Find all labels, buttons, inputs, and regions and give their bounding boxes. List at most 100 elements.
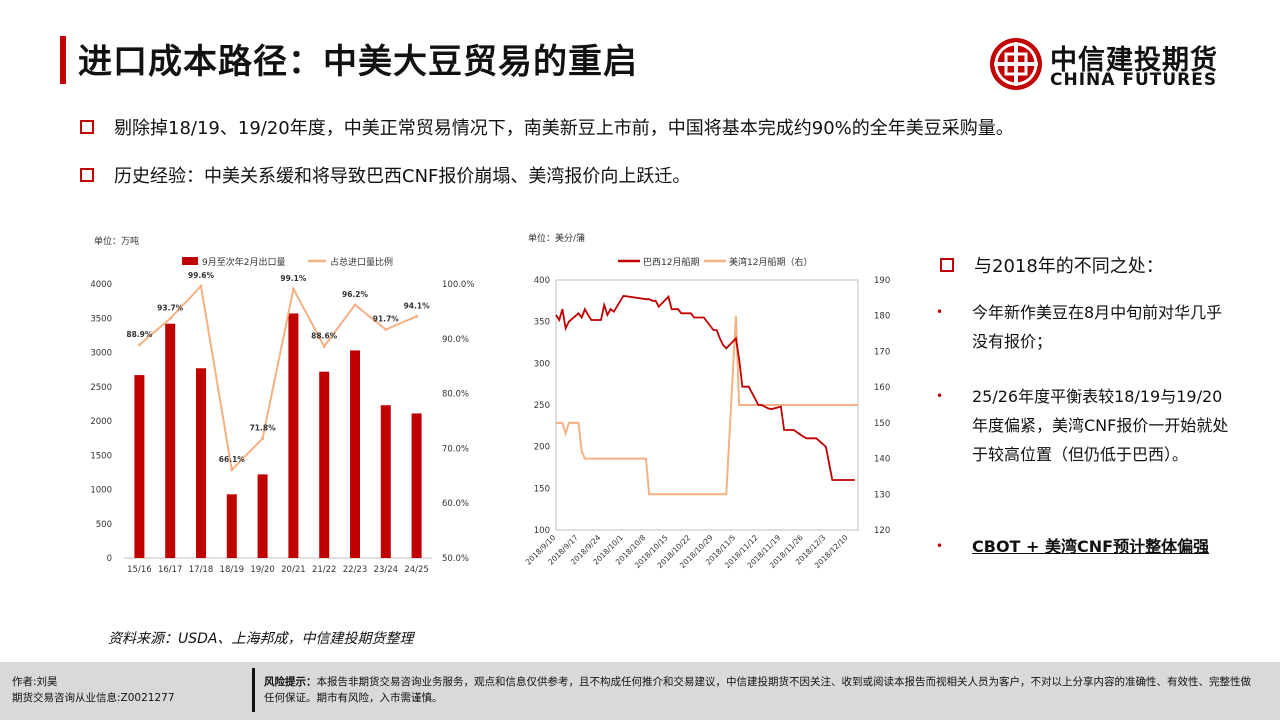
y-tick-label: 250 xyxy=(534,401,550,411)
dot-bullet-icon: • xyxy=(936,305,944,319)
y2-tick-label: 190 xyxy=(874,276,890,286)
square-bullet-icon xyxy=(80,120,94,134)
legend-bar-label: 9月至次年2月出口量 xyxy=(202,256,285,268)
x-tick-label: 15/16 xyxy=(127,565,151,575)
china-futures-logo-icon xyxy=(990,38,1042,90)
ratio-point xyxy=(353,303,357,307)
ratio-line xyxy=(138,284,417,472)
bar xyxy=(196,368,206,558)
y2-tick-label: 90.0% xyxy=(442,335,469,345)
ratio-point xyxy=(199,284,203,288)
risk-text: 本报告非期货交易咨询业务服务，观点和信息仅供参考，且不构成任何推介和交易建议，中… xyxy=(264,676,1251,704)
x-tick-label: 22/23 xyxy=(343,565,368,575)
author-name: 作者:刘昊 xyxy=(12,676,58,688)
y-tick-label: 1500 xyxy=(90,451,112,461)
y-tick-label: 100 xyxy=(534,526,550,536)
y2-tick-label: 140 xyxy=(874,455,890,465)
ratio-point xyxy=(137,343,141,347)
bar xyxy=(134,375,145,558)
bullet-2: 历史经验：中美关系缓和将导致巴西CNF报价崩塌、美湾报价向上跃迁。 xyxy=(80,162,690,188)
bar xyxy=(380,405,391,558)
y-tick-label: 400 xyxy=(534,276,550,286)
legend-usgulf-label: 美湾12月船期（右） xyxy=(729,256,812,268)
x-tick-label: 24/25 xyxy=(404,565,429,575)
ratio-point xyxy=(230,468,234,472)
license-number: 期货交易咨询从业信息:Z0021277 xyxy=(12,692,175,704)
data-source-note: 资料来源：USDA、上海邦成，中信建投期货整理 xyxy=(108,631,414,647)
bar xyxy=(165,323,176,558)
ratio-point xyxy=(291,287,295,291)
x-tick-label: 21/22 xyxy=(312,565,337,575)
y2-tick-label: 100.0% xyxy=(442,280,474,290)
bar xyxy=(257,474,268,558)
x-tick-label: 23/24 xyxy=(374,565,399,575)
dot-bullet-icon: • xyxy=(936,539,944,553)
difference-item-1-text: 今年新作美豆在8月中旬前对华几乎没有报价； xyxy=(972,303,1223,351)
ratio-point xyxy=(384,327,388,331)
y2-tick-label: 180 xyxy=(874,312,890,322)
company-logo: 中信建投期货 CHINA FUTURES xyxy=(988,36,1228,96)
square-bullet-icon xyxy=(940,258,954,272)
ratio-point xyxy=(168,317,172,321)
y-tick-label: 4000 xyxy=(90,280,112,290)
y-tick-label: 150 xyxy=(534,484,550,494)
data-label: 91.7% xyxy=(373,314,400,323)
chart1-legend: 9月至次年2月出口量 占总进口量比例 xyxy=(182,256,393,268)
y-tick-label: 2000 xyxy=(90,417,112,427)
y-tick-label: 3500 xyxy=(90,314,112,324)
y2-tick-label: 60.0% xyxy=(442,499,469,509)
data-label: 99.1% xyxy=(280,274,307,283)
y-tick-label: 500 xyxy=(96,520,112,530)
risk-disclaimer: 风险提示：本报告非期货交易咨询业务服务，观点和信息仅供参考，且不构成任何推介和交… xyxy=(264,674,1254,706)
differences-title-text: 与2018年的不同之处： xyxy=(974,256,1164,277)
legend-bar-swatch xyxy=(182,257,198,265)
y2-tick-label: 130 xyxy=(874,490,890,500)
ratio-point xyxy=(261,437,265,441)
y2-tick-label: 120 xyxy=(874,526,890,536)
bullet-1-text: 剔除掉18/19、19/20年度，中美正常贸易情况下，南美新豆上市前，中国将基本… xyxy=(114,118,1014,139)
difference-item-3-text: CBOT + 美湾CNF预计整体偏强 xyxy=(972,537,1210,556)
data-label: 99.6% xyxy=(188,271,215,280)
data-label: 96.2% xyxy=(342,290,369,299)
chart1-plot-area: 0 500 1000 1500 2000 2500 3000 3500 4000 50.0% 60.… xyxy=(90,271,474,575)
export-volume-chart: 单位：万吨 9月至次年2月出口量 占总进口量比例 0 500 1000 1500 200… xyxy=(90,235,474,575)
data-label: 88.6% xyxy=(311,331,338,340)
y-tick-label: 0 xyxy=(107,554,112,564)
title-accent-bar xyxy=(60,36,66,84)
chart1-unit-label: 单位：万吨 xyxy=(94,235,139,247)
y-tick-label: 2500 xyxy=(90,383,112,393)
author-info: 作者:刘昊 期货交易咨询从业信息:Z0021277 xyxy=(12,674,175,706)
chart2-plot-area: 100 150 200 250 300 350 400 120 130 140 150 160 170 1… xyxy=(524,276,890,570)
ratio-point xyxy=(415,314,419,318)
data-label: 93.7% xyxy=(157,304,184,313)
y2-tick-label: 50.0% xyxy=(442,554,469,564)
y2-tick-label: 70.0% xyxy=(442,444,469,454)
differences-title: 与2018年的不同之处： xyxy=(940,252,1164,278)
y2-tick-label: 80.0% xyxy=(442,390,469,400)
y2-tick-label: 170 xyxy=(874,347,890,357)
risk-label: 风险提示： xyxy=(264,676,317,688)
legend-brazil-label: 巴西12月船期 xyxy=(643,256,699,268)
x-tick-label: 20/21 xyxy=(281,565,306,575)
y2-tick-label: 150 xyxy=(874,419,890,429)
bar xyxy=(350,350,360,558)
bullet-2-text: 历史经验：中美关系缓和将导致巴西CNF报价崩塌、美湾报价向上跃迁。 xyxy=(114,166,691,187)
chart2-legend: 巴西12月船期 美湾12月船期（右） xyxy=(618,256,812,268)
y-tick-label: 1000 xyxy=(90,486,112,496)
bullet-1: 剔除掉18/19、19/20年度，中美正常贸易情况下，南美新豆上市前，中国将基本… xyxy=(80,114,1014,140)
chart2-unit-label: 单位：美分/蒲 xyxy=(528,232,585,244)
ratio-point xyxy=(322,344,326,348)
dot-bullet-icon: • xyxy=(936,389,944,403)
bar xyxy=(319,371,330,558)
data-label: 71.8% xyxy=(250,424,277,433)
footer-divider xyxy=(252,668,255,712)
y-tick-label: 300 xyxy=(534,359,550,369)
footer: 作者:刘昊 期货交易咨询从业信息:Z0021277 风险提示：本报告非期货交易咨… xyxy=(0,662,1280,720)
bar xyxy=(226,494,237,558)
y2-tick-label: 160 xyxy=(874,383,890,393)
x-tick-label: 19/20 xyxy=(250,565,275,575)
legend-line-label: 占总进口量比例 xyxy=(330,256,393,268)
data-label: 94.1% xyxy=(404,301,431,310)
logo-english-name: CHINA FUTURES xyxy=(1050,70,1218,90)
logo-chinese-name: 中信建投期货 xyxy=(1050,45,1218,76)
